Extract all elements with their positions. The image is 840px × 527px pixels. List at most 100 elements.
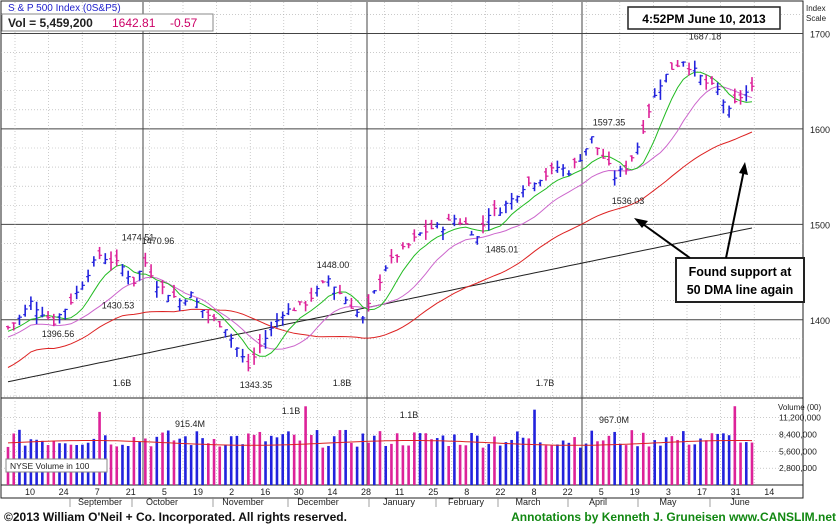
date-tick-label: 22 (495, 487, 505, 497)
volume-tick-label: 8,400,000 (779, 429, 817, 439)
price-bar (744, 85, 749, 102)
price-bar (641, 120, 646, 134)
price-bar (46, 311, 51, 320)
volume-bar (636, 446, 639, 485)
price-bar (446, 213, 452, 221)
volume-bar (573, 437, 576, 485)
price-tick-label: 1600 (810, 125, 830, 135)
volume-bar (510, 439, 513, 485)
price-bar (646, 103, 652, 119)
date-tick-label: 17 (697, 487, 707, 497)
price-bar (709, 76, 715, 85)
volume-bar (138, 441, 141, 485)
volume-bar (201, 438, 204, 485)
price-annotation-label: 1343.35 (240, 380, 273, 390)
volume-bar (189, 445, 193, 485)
volume-bar (18, 429, 21, 485)
grid (1, 2, 803, 507)
date-tick-label: 28 (361, 487, 371, 497)
date-tick-label: 31 (731, 487, 741, 497)
price-bar (652, 88, 658, 98)
price-bar (126, 270, 131, 285)
price-bar (406, 242, 412, 249)
price-bar (486, 208, 492, 231)
price-bar (366, 294, 372, 312)
volume-bar (544, 445, 548, 485)
date-tick-label: 14 (764, 487, 774, 497)
price-bar (51, 313, 57, 327)
price-bar (578, 154, 583, 162)
price-annotation-label: 1474.51 (122, 233, 155, 243)
date-tick-label: 8 (464, 487, 469, 497)
month-label: December (297, 497, 339, 507)
price-annotation-label: 1536.03 (612, 196, 645, 206)
volume-bar (292, 434, 296, 485)
price-bar (246, 353, 251, 372)
price-annotation-label: 1485.01 (486, 245, 519, 255)
price-bar (326, 275, 331, 287)
month-label: April (589, 497, 607, 507)
volume-bar (699, 438, 702, 485)
plot-frame (0, 0, 804, 499)
price-bar (280, 311, 286, 326)
price-bar (549, 162, 555, 175)
volume-bar (533, 409, 536, 485)
volume-bar (166, 430, 170, 485)
price-bar (17, 314, 22, 326)
price-bar (206, 309, 211, 324)
price-bar (687, 62, 692, 76)
price-bar (509, 192, 515, 210)
price-annotation-label: 1687.18 (689, 32, 722, 42)
volume-bar (710, 433, 714, 485)
volume-bar (401, 445, 405, 485)
price-bar (383, 265, 389, 272)
price-bar (68, 293, 74, 305)
price-bar (103, 253, 108, 265)
volume-bar (630, 430, 634, 485)
month-label: February (448, 497, 485, 507)
volume-bar (727, 435, 731, 485)
price-bar (750, 77, 755, 92)
price-bar (715, 82, 721, 96)
price-bar (309, 287, 314, 302)
price-bar (458, 218, 463, 226)
volume-bar (750, 442, 754, 485)
price-bar (355, 309, 360, 318)
date-tick-label: 11 (395, 487, 404, 497)
volume-bar (298, 440, 302, 485)
annotation-box (675, 257, 805, 303)
price-bar (595, 147, 600, 156)
month-label: June (730, 497, 750, 507)
volume-bar (172, 440, 176, 485)
volume-bar (579, 447, 582, 485)
date-tick-label: 21 (126, 487, 136, 497)
price-bar (286, 303, 291, 316)
price-bar (526, 176, 532, 187)
volume-bar (481, 447, 485, 485)
volume-bar (413, 432, 416, 485)
volume-bar (641, 432, 645, 485)
date-tick-label: 25 (428, 487, 438, 497)
price-bar (200, 309, 206, 319)
price-bars (6, 59, 755, 372)
volume-bar (321, 447, 325, 485)
volume-bar (453, 434, 456, 485)
volume-bar (367, 442, 370, 485)
price-bar (423, 219, 429, 240)
volume-bar (687, 444, 691, 485)
volume-bar (355, 446, 359, 485)
price-bar (109, 251, 114, 271)
price-bar (429, 219, 435, 230)
volume-bar (195, 431, 199, 485)
volume-bar (601, 440, 605, 485)
volume-bar (619, 443, 622, 485)
price-bar (131, 276, 137, 287)
volume-bar (344, 429, 347, 485)
price-bar (435, 222, 440, 229)
timestamp-box (627, 6, 781, 30)
date-tick-label: 19 (630, 487, 640, 497)
volume-bar (659, 445, 662, 485)
price-bar (34, 301, 40, 325)
volume-bar (682, 431, 685, 485)
price-bar (475, 236, 480, 245)
